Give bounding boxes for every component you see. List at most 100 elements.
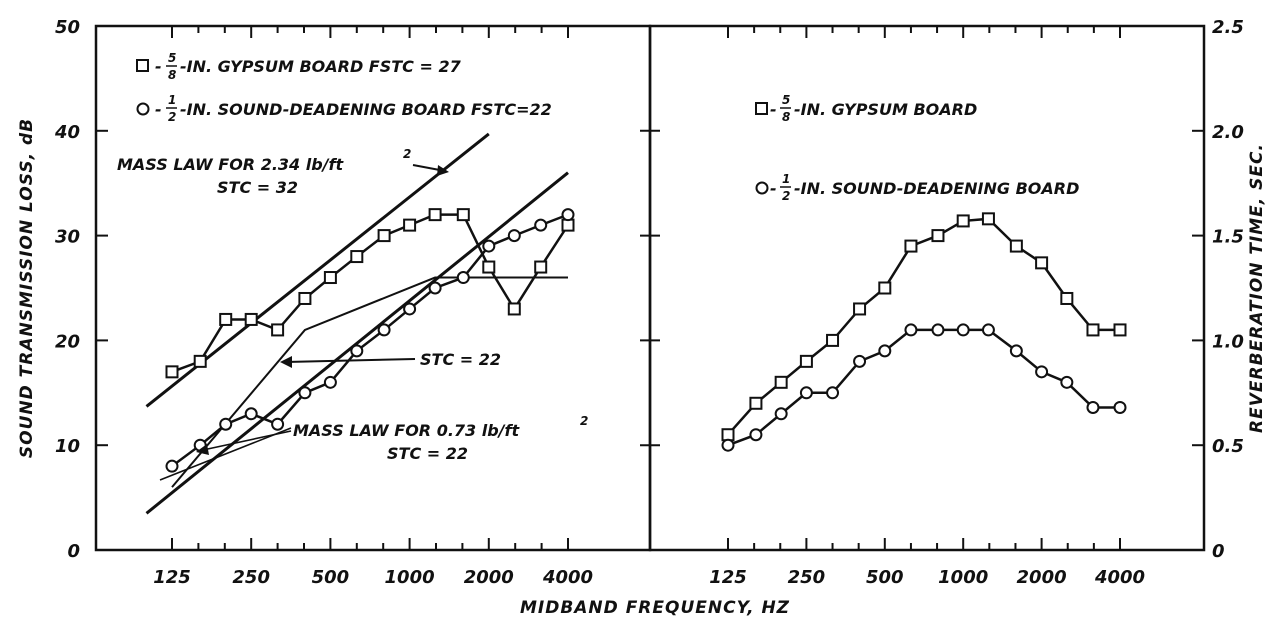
data-point-circle (956, 323, 970, 337)
data-point-circle (298, 386, 312, 400)
data-point-square (507, 302, 521, 316)
data-point-square (749, 396, 763, 410)
data-point-square (403, 218, 417, 232)
arrowhead-icon (437, 165, 449, 176)
data-point-circle (271, 417, 285, 431)
data-point-square (219, 312, 233, 326)
data-point-circle (534, 218, 548, 232)
data-point-square (931, 229, 945, 243)
data-point-square (323, 271, 337, 285)
data-point-circle (774, 407, 788, 421)
y-tick-label: 30 (55, 227, 80, 248)
y-tick-label: 0 (67, 541, 80, 562)
annotation-stc-contour: STC = 22 (420, 350, 501, 369)
data-point-square (193, 354, 207, 368)
data-point-circle (878, 344, 892, 358)
data-point-square (853, 302, 867, 316)
data-point-square (1060, 291, 1074, 305)
annotation-arrow-stc (285, 358, 416, 363)
data-point-square (904, 239, 918, 253)
data-point-square (534, 260, 548, 274)
annotation-superscript: 2 (580, 414, 588, 428)
data-point-square (826, 333, 840, 347)
reference-lines (145, 132, 569, 515)
data-point-square (981, 212, 995, 226)
y-tick-label: 10 (55, 436, 80, 457)
data-point-circle (456, 271, 470, 285)
data-point-circle (377, 323, 391, 337)
right-legend: - 5 8 -IN. GYPSUM BOARD - 1 2 -IN. SOUND… (755, 93, 1079, 203)
legend-circle-marker (755, 181, 769, 195)
legend-circle-marker (136, 102, 150, 116)
legend-dash: - (155, 100, 162, 119)
x-tick-label: 2000 (1017, 567, 1067, 588)
legend-frac-num: 5 (782, 93, 790, 107)
data-point-circle (350, 344, 364, 358)
data-point-circle (219, 417, 233, 431)
data-point-square (456, 208, 470, 222)
data-point-square (1113, 323, 1127, 337)
x-tick-label: 250 (788, 567, 826, 588)
arrowhead-icon (196, 444, 209, 455)
legend-dash: - (155, 57, 162, 76)
legend-square-marker (755, 102, 768, 115)
data-point-circle (403, 302, 417, 316)
right-y-axis-title: REVERBERATION TIME, SEC. (1247, 143, 1267, 433)
data-point-circle (1009, 344, 1023, 358)
series-line (727, 217, 1120, 436)
data-point-circle (981, 323, 995, 337)
data-point-square (1086, 323, 1100, 337)
mass-law-line (145, 171, 569, 515)
data-point-circle (1113, 400, 1127, 414)
data-point-circle (244, 407, 258, 421)
legend-frac-den: 8 (782, 110, 790, 124)
legend-frac-num: 1 (168, 93, 176, 107)
y-tick-label: 2.0 (1212, 122, 1244, 143)
legend-right-deadening: -IN. SOUND-DEADENING BOARD (794, 179, 1079, 198)
data-point-square (774, 375, 788, 389)
x-tick-label: 2000 (464, 567, 514, 588)
legend-right-gypsum: -IN. GYPSUM BOARD (794, 100, 977, 119)
data-point-circle (721, 438, 735, 452)
y-tick-label: 0.5 (1212, 436, 1244, 457)
data-point-circle (799, 386, 813, 400)
data-point-square (244, 312, 258, 326)
series-line (171, 213, 569, 468)
right-plot-frame (648, 24, 1206, 552)
x-tick-label: 250 (232, 567, 270, 588)
data-point-square (482, 260, 496, 274)
data-point-circle (1035, 365, 1049, 379)
data-point-circle (323, 375, 337, 389)
legend-dash: - (770, 179, 777, 198)
data-point-square (271, 323, 285, 337)
data-point-circle (428, 281, 442, 295)
x-tick-label: 125 (153, 567, 191, 588)
legend-frac-den: 2 (168, 110, 176, 124)
data-point-square (350, 250, 364, 264)
y-tick-label: 40 (54, 122, 80, 143)
y-tick-label: 1.5 (1212, 227, 1244, 248)
x-tick-label: 125 (709, 567, 747, 588)
data-point-circle (1086, 400, 1100, 414)
data-point-circle (904, 323, 918, 337)
arrowhead-icon (280, 356, 292, 368)
y-tick-label: 0 (1212, 541, 1225, 562)
data-point-square (1009, 239, 1023, 253)
x-tick-label: 1000 (385, 567, 435, 588)
legend-frac-den: 2 (782, 189, 790, 203)
annotation-mass-law-heavy: MASS LAW FOR 2.34 lb/ft (117, 155, 344, 174)
annotation-superscript: 2 (403, 147, 411, 161)
y-tick-label: 1.0 (1212, 331, 1244, 352)
data-point-square (561, 218, 575, 232)
y-tick-label: 2.5 (1212, 17, 1244, 38)
legend-left-deadening: -IN. SOUND-DEADENING BOARD FSTC=22 (180, 100, 552, 119)
annotation-leader-light-2 (159, 427, 292, 481)
x-tick-label: 4000 (1094, 567, 1145, 588)
legend-left-gypsum: -IN. GYPSUM BOARD FSTC = 27 (180, 57, 462, 76)
data-point-circle (826, 386, 840, 400)
legend-dash: - (770, 100, 777, 119)
x-tick-label: 1000 (938, 567, 988, 588)
x-tick-label: 4000 (542, 567, 593, 588)
left-y-axis-title: SOUND TRANSMISSION LOSS, dB (17, 118, 37, 458)
